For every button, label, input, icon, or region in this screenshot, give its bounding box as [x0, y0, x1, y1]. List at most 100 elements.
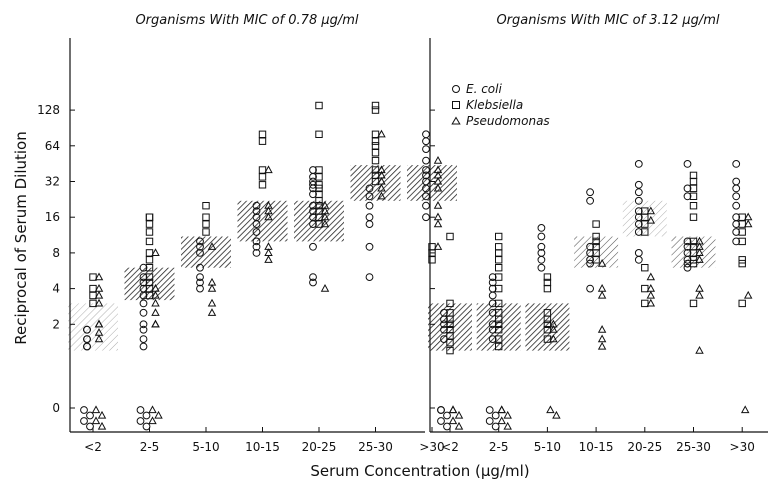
legend-circle-marker	[452, 85, 460, 93]
point-ecoli	[365, 220, 374, 229]
point-ecoli	[586, 284, 594, 293]
point-pseudomonas	[97, 410, 107, 419]
left-panel-title: Organisms With MIC of 0.78 μg/ml	[135, 13, 358, 28]
point-pseudomonas	[207, 298, 217, 307]
point-pseudomonas	[497, 405, 506, 414]
point-ecoli	[422, 130, 430, 139]
point-pseudomonas	[91, 416, 101, 425]
point-klebsiella	[641, 264, 649, 272]
shaded-range	[350, 165, 401, 201]
point-pseudomonas	[695, 283, 704, 292]
point-klebsiella	[689, 237, 698, 246]
point-ecoli	[252, 207, 261, 216]
point-ecoli	[732, 192, 741, 201]
point-klebsiella	[592, 237, 600, 246]
point-klebsiella	[495, 273, 503, 281]
point-ecoli	[488, 278, 497, 287]
right-panel-title: Organisms With MIC of 3.12 μg/ml	[496, 13, 719, 28]
point-klebsiella	[371, 149, 380, 157]
point-klebsiella	[446, 346, 454, 355]
shaded-range	[574, 236, 619, 268]
right-panel-y-ticks	[430, 109, 435, 409]
point-pseudomonas	[646, 215, 656, 224]
y-tick-label: 128	[37, 103, 60, 117]
shaded-range	[671, 236, 716, 268]
point-ecoli	[683, 237, 692, 246]
point-pseudomonas	[94, 334, 104, 343]
point-klebsiella	[371, 142, 380, 150]
point-pseudomonas	[433, 201, 443, 209]
point-ecoli	[139, 278, 148, 287]
point-pseudomonas	[91, 405, 101, 414]
legend: E. coli Klebsiella Pseudomonas	[451, 82, 550, 128]
point-ecoli	[196, 263, 204, 272]
point-klebsiella	[145, 213, 154, 221]
point-ecoli	[732, 201, 741, 210]
point-ecoli	[683, 160, 692, 168]
point-pseudomonas	[94, 298, 104, 307]
point-klebsiella	[738, 256, 746, 264]
point-ecoli	[252, 201, 261, 210]
point-klebsiella	[446, 315, 454, 324]
point-klebsiella	[371, 166, 380, 174]
point-ecoli	[488, 273, 497, 282]
point-ecoli	[83, 325, 91, 334]
point-pseudomonas	[148, 405, 157, 414]
point-pseudomonas	[597, 290, 607, 299]
point-klebsiella	[495, 256, 503, 264]
point-ecoli	[139, 342, 148, 351]
point-pseudomonas	[148, 416, 157, 425]
point-ecoli	[634, 196, 643, 205]
point-ecoli	[634, 220, 643, 229]
point-ecoli	[634, 160, 643, 168]
point-klebsiella	[428, 249, 436, 257]
point-ecoli	[488, 335, 497, 344]
point-klebsiella	[495, 264, 503, 272]
point-ecoli	[80, 406, 88, 414]
point-pseudomonas	[264, 165, 273, 174]
point-klebsiella	[428, 256, 436, 264]
y-tick-label: 8	[52, 246, 60, 260]
legend-label-ecoli: E. coli	[466, 82, 502, 96]
point-ecoli	[309, 207, 317, 216]
point-pseudomonas	[454, 421, 464, 430]
point-ecoli	[422, 201, 430, 210]
point-pseudomonas	[597, 334, 607, 343]
point-ecoli	[139, 273, 148, 282]
point-ecoli	[86, 422, 94, 431]
point-pseudomonas	[320, 219, 330, 228]
point-ecoli	[139, 325, 148, 334]
point-ecoli	[80, 417, 88, 425]
point-ecoli	[83, 335, 91, 344]
point-pseudomonas	[377, 183, 386, 192]
point-klebsiella	[145, 273, 154, 281]
point-pseudomonas	[377, 191, 386, 200]
point-ecoli	[488, 299, 497, 308]
point-ecoli	[196, 249, 204, 257]
shaded-range	[124, 267, 175, 301]
point-ecoli	[139, 291, 148, 300]
point-ecoli	[537, 242, 546, 251]
point-ecoli	[309, 180, 317, 189]
shaded-range	[237, 200, 288, 242]
point-klebsiella	[446, 339, 454, 347]
point-pseudomonas	[377, 129, 386, 138]
point-klebsiella	[145, 249, 154, 257]
point-pseudomonas	[97, 421, 107, 430]
point-pseudomonas	[433, 242, 443, 250]
point-pseudomonas	[597, 325, 607, 333]
point-klebsiella	[543, 335, 552, 343]
point-klebsiella	[689, 184, 698, 193]
point-klebsiella	[202, 228, 210, 236]
x-tick-label: 10-15	[245, 440, 280, 454]
legend-label-klebsiella: Klebsiella	[466, 98, 523, 112]
point-ecoli	[683, 255, 692, 264]
point-ecoli	[142, 422, 151, 431]
point-pseudomonas	[549, 334, 558, 343]
point-klebsiella	[446, 232, 454, 241]
point-klebsiella	[258, 137, 267, 145]
point-klebsiella	[689, 256, 698, 264]
point-ecoli	[537, 255, 546, 264]
point-klebsiella	[689, 249, 698, 257]
